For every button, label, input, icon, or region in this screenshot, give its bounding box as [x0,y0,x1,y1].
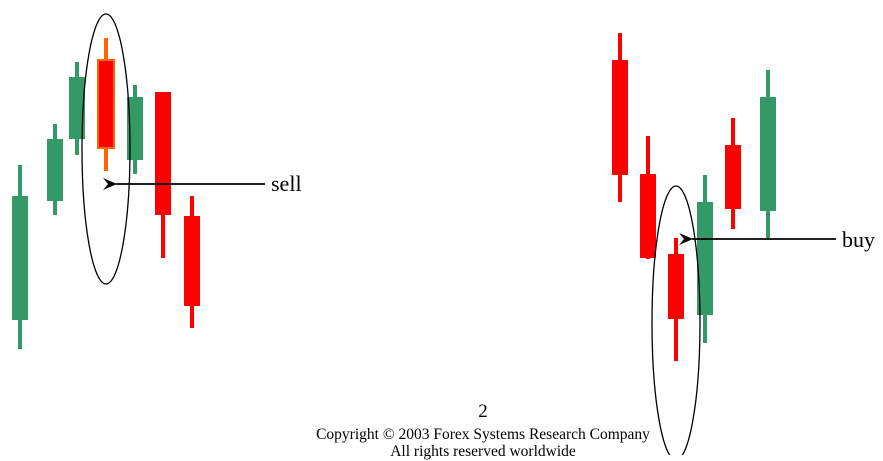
left-candle-7-bear-body [184,216,200,306]
buy-highlight-ellipse [651,185,701,455]
rights-notice: All rights reserved worldwide [390,443,576,460]
sell-highlight-ellipse [81,13,131,285]
sell-label: sell [271,171,302,196]
right-candle-6-bull-body [760,97,776,211]
right-candle-group [612,33,776,361]
buy-label: buy [842,227,875,252]
right-candle-4-bull-body [697,202,713,315]
right-candle-3-bear-body [668,254,684,319]
page-number: 2 [478,401,488,422]
left-candle-3-bull-body [69,77,85,139]
left-candle-5-bull-body [127,97,143,160]
left-candle-2-bull-body [47,139,63,201]
right-candle-5-bear-body [725,145,741,209]
right-candle-2-bear-body [640,174,656,258]
copyright-notice: Copyright © 2003 Forex Systems Research … [316,426,650,443]
left-candle-6-bear-body [155,92,171,215]
left-candle-group [12,38,200,349]
right-candle-1-bear-body [612,60,628,175]
left-candle-1-bull-body [12,196,28,320]
left-candle-4-bear-body [97,59,115,149]
